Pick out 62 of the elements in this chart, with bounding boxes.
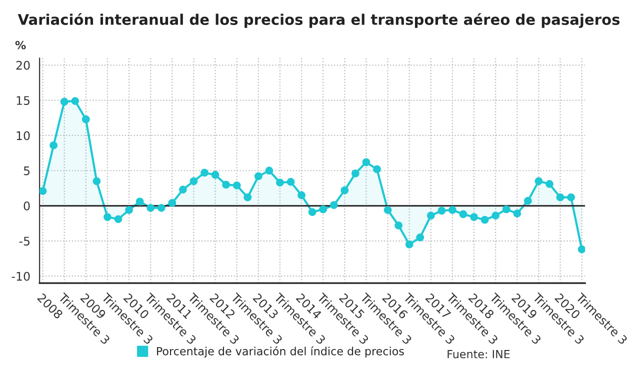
legend-label: Porcentaje de variación del índice de precios [157,346,404,358]
point [470,213,478,221]
point [40,187,47,195]
point [405,240,414,248]
point [556,193,564,202]
point [265,166,274,175]
point [426,212,435,220]
point [416,233,424,242]
y-tick-label: 5 [24,166,30,176]
point [82,115,90,124]
point [330,201,338,210]
point [286,178,295,186]
point [222,180,230,189]
point [211,170,220,179]
point [340,186,349,194]
point [200,168,208,177]
y-tick-label: 0 [24,202,30,210]
point [136,198,144,206]
point [308,208,316,216]
point [362,158,370,166]
point [254,172,262,180]
y-tick-label: 15 [16,96,30,105]
point [157,204,166,212]
point [104,213,112,221]
point [244,193,252,202]
y-tick-label: -10 [12,272,30,281]
point [146,204,155,212]
point [534,177,543,186]
point [276,178,284,187]
y-axis-title: % [15,40,26,50]
point [60,98,68,106]
point [190,177,198,186]
point [92,177,101,186]
point [513,210,522,218]
point [232,181,241,190]
point [459,210,468,218]
point [50,141,58,150]
point [578,245,586,254]
point [567,193,575,202]
point [298,191,306,200]
y-tick-label: 20 [16,60,30,70]
point [492,212,500,220]
point [448,206,456,214]
point [168,199,176,207]
point [125,206,133,214]
y-tick-label: -5 [19,236,30,246]
point [178,186,187,194]
point [502,205,510,214]
point [373,165,381,174]
point [351,169,360,178]
point [480,216,489,224]
point [524,196,532,205]
source-note: Fuente: INE [448,350,510,358]
point [394,222,402,230]
point [384,206,392,214]
point [319,205,328,214]
point [71,97,80,105]
chart-title: Variación interanual de los precios para el transporte aéreo de pasajeros [18,13,620,28]
point [114,215,122,224]
y-tick-label: 10 [16,131,30,140]
point [438,206,446,215]
point [546,180,554,188]
